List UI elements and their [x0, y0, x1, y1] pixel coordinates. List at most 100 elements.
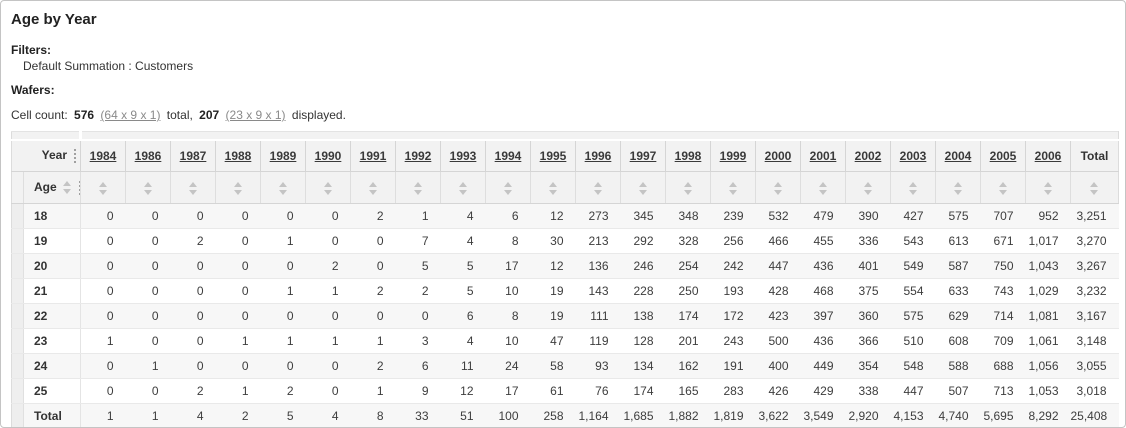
- table-cell: 548: [890, 353, 936, 379]
- table-cell: 25,408: [1070, 403, 1119, 427]
- year-column-link[interactable]: 2006: [1034, 148, 1062, 163]
- sort-column-icon[interactable]: [593, 181, 603, 195]
- table-cell: 554: [890, 278, 936, 304]
- year-column-link[interactable]: 2004: [944, 148, 972, 163]
- table-cell: 3,251: [1070, 203, 1119, 229]
- sort-column-icon[interactable]: [998, 181, 1008, 195]
- table-cell: 174: [620, 378, 666, 404]
- year-column-link[interactable]: 1991: [359, 148, 387, 163]
- total-dims-link[interactable]: (64 x 9 x 1): [100, 108, 161, 122]
- menu-dots-icon[interactable]: [74, 149, 76, 164]
- table-cell: 397: [800, 303, 846, 329]
- table-cell: 12: [530, 253, 576, 279]
- table-cell: 128: [620, 328, 666, 354]
- table-cell: 1: [215, 378, 261, 404]
- sort-column-icon[interactable]: [683, 181, 693, 195]
- table-cell: 707: [980, 203, 1026, 229]
- sort-column-icon[interactable]: [908, 181, 918, 195]
- sort-column-icon[interactable]: [548, 181, 558, 195]
- sort-column-icon[interactable]: [863, 181, 873, 195]
- column-sort-cell: [800, 171, 846, 204]
- table-cell: 0: [125, 203, 171, 229]
- year-column-link[interactable]: 1984: [89, 148, 117, 163]
- year-column-link[interactable]: 1998: [674, 148, 702, 163]
- sort-column-icon[interactable]: [1090, 181, 1099, 195]
- sort-column-icon[interactable]: [143, 181, 153, 195]
- table-cell: 165: [665, 378, 711, 404]
- sort-column-icon[interactable]: [773, 181, 783, 195]
- table-cell: 455: [800, 228, 846, 254]
- column-sort-cell: [485, 171, 531, 204]
- table-cell: 0: [80, 278, 126, 304]
- year-column-link[interactable]: 2002: [854, 148, 882, 163]
- table-cell: 2: [170, 228, 216, 254]
- year-column-link[interactable]: 1997: [629, 148, 657, 163]
- sort-column-icon[interactable]: [278, 181, 288, 195]
- table-cell: 0: [170, 353, 216, 379]
- table-cell: 8,292: [1025, 403, 1071, 427]
- year-column-link[interactable]: 2001: [809, 148, 837, 163]
- sort-column-icon[interactable]: [503, 181, 513, 195]
- year-column-link[interactable]: 1988: [224, 148, 252, 163]
- row-gutter: [11, 253, 24, 279]
- sort-column-icon[interactable]: [413, 181, 423, 195]
- year-column-link[interactable]: 1995: [539, 148, 567, 163]
- sort-column-icon[interactable]: [953, 181, 963, 195]
- year-column-link[interactable]: 1999: [719, 148, 747, 163]
- sort-column-icon[interactable]: [638, 181, 648, 195]
- table-cell: 1: [80, 328, 126, 354]
- sort-column-icon[interactable]: [728, 181, 738, 195]
- sort-column-icon[interactable]: [818, 181, 828, 195]
- table-cell: 172: [710, 303, 756, 329]
- table-cell: 6: [395, 353, 441, 379]
- sort-column-icon[interactable]: [98, 181, 108, 195]
- pivot-table: Year 1984 1986 1987 1988 1989 1990 1991 1992 1993…: [11, 131, 1119, 427]
- year-column-link[interactable]: 1989: [269, 148, 297, 163]
- year-column-link[interactable]: 1987: [179, 148, 207, 163]
- year-column-link[interactable]: 1996: [584, 148, 612, 163]
- menu-dots-icon[interactable]: [78, 180, 81, 195]
- table-cell: 1: [350, 328, 396, 354]
- year-column-link[interactable]: 1994: [494, 148, 522, 163]
- cell-count-label: Cell count:: [11, 108, 68, 122]
- year-column-link[interactable]: 1990: [314, 148, 342, 163]
- table-row: 21 0 0 0 0 1 1 2 2 5 10 19 143 228 250 193 428 468 375 554 6…: [11, 278, 1119, 304]
- displayed-dims-link[interactable]: (23 x 9 x 1): [225, 108, 286, 122]
- table-cell: 0: [215, 278, 261, 304]
- table-cell: 0: [260, 353, 306, 379]
- year-column-link[interactable]: 2000: [764, 148, 792, 163]
- column-sort-cell: [440, 171, 486, 204]
- table-cell: 242: [710, 253, 756, 279]
- table-cell: 2: [170, 378, 216, 404]
- table-cell: 688: [980, 353, 1026, 379]
- sort-column-icon[interactable]: [188, 181, 198, 195]
- table-cell: 587: [935, 253, 981, 279]
- table-cell: 0: [125, 303, 171, 329]
- year-column-header: 2001: [800, 139, 846, 172]
- column-sort-cell: [1025, 171, 1071, 204]
- year-column-link[interactable]: 2003: [899, 148, 927, 163]
- year-column-header: 1986: [125, 139, 171, 172]
- table-cell: 0: [80, 353, 126, 379]
- row-label: 20: [23, 253, 81, 279]
- table-cell: 3,267: [1070, 253, 1119, 279]
- sort-column-icon[interactable]: [323, 181, 333, 195]
- year-column-link[interactable]: 1986: [134, 148, 162, 163]
- year-column-link[interactable]: 1993: [449, 148, 477, 163]
- table-cell: 3,167: [1070, 303, 1119, 329]
- table-cell: 750: [980, 253, 1026, 279]
- sort-rows-icon[interactable]: [62, 181, 72, 195]
- sort-column-icon[interactable]: [233, 181, 243, 195]
- table-cell: 213: [575, 228, 621, 254]
- sort-column-icon[interactable]: [458, 181, 468, 195]
- year-column-link[interactable]: 1992: [404, 148, 432, 163]
- table-cell: 1,056: [1025, 353, 1071, 379]
- sort-column-icon[interactable]: [1043, 181, 1053, 195]
- year-column-header: 2003: [890, 139, 936, 172]
- table-cell: 191: [710, 353, 756, 379]
- year-column-link[interactable]: 2005: [989, 148, 1017, 163]
- table-cell: 0: [215, 253, 261, 279]
- table-cell: 8: [485, 303, 531, 329]
- age-dimension-label: Age: [34, 180, 57, 195]
- sort-column-icon[interactable]: [368, 181, 378, 195]
